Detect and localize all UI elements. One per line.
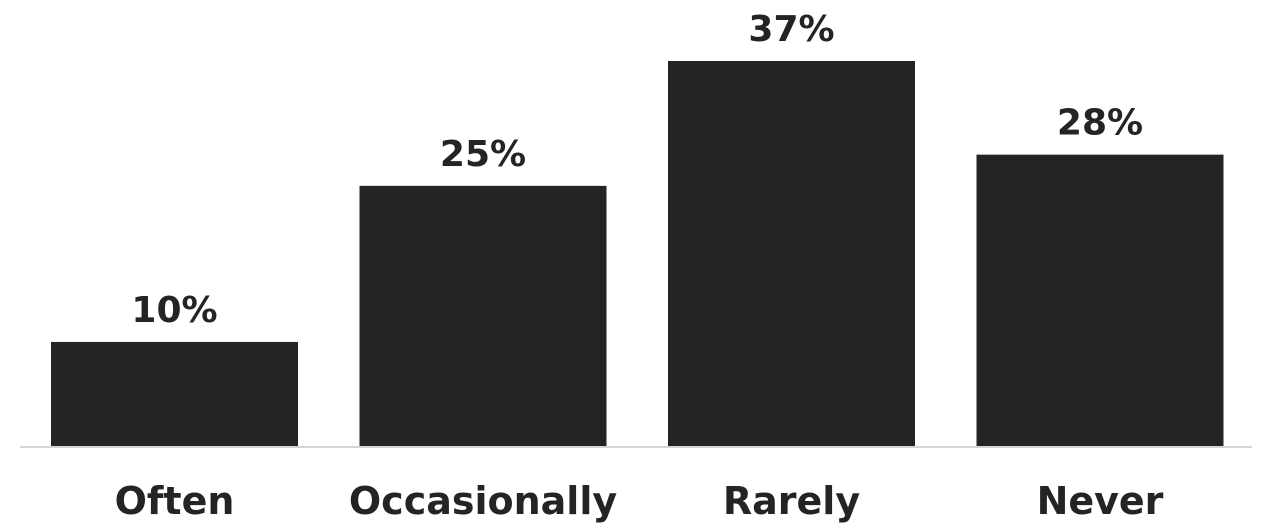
value-label-often: 10% — [131, 290, 217, 331]
category-label-often: Often — [115, 479, 235, 523]
value-label-occasionally: 25% — [440, 134, 526, 175]
category-label-occasionally: Occasionally — [349, 479, 617, 523]
bar-often — [51, 341, 298, 446]
value-label-never: 28% — [1057, 103, 1143, 144]
value-label-rarely: 37% — [748, 9, 834, 50]
category-label-rarely: Rarely — [723, 479, 860, 523]
value-labels-group: 10% 25% 37% 28% — [131, 9, 1143, 331]
category-label-never: Never — [1037, 479, 1164, 523]
bar-occasionally — [359, 185, 607, 446]
bar-rarely — [668, 61, 915, 446]
category-labels-group: Often Occasionally Rarely Never — [115, 479, 1164, 523]
bars-group — [51, 61, 1224, 446]
bar-never — [976, 154, 1224, 446]
